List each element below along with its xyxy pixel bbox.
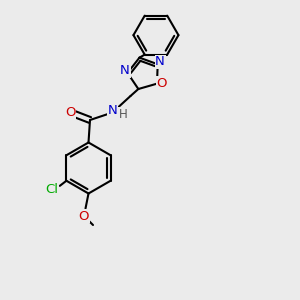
Text: Cl: Cl — [45, 183, 58, 196]
Text: O: O — [79, 209, 89, 223]
Text: H: H — [118, 107, 127, 121]
Text: N: N — [155, 56, 165, 68]
Text: N: N — [120, 64, 130, 77]
Text: O: O — [156, 77, 167, 90]
Text: N: N — [108, 103, 117, 117]
Text: O: O — [65, 106, 76, 119]
